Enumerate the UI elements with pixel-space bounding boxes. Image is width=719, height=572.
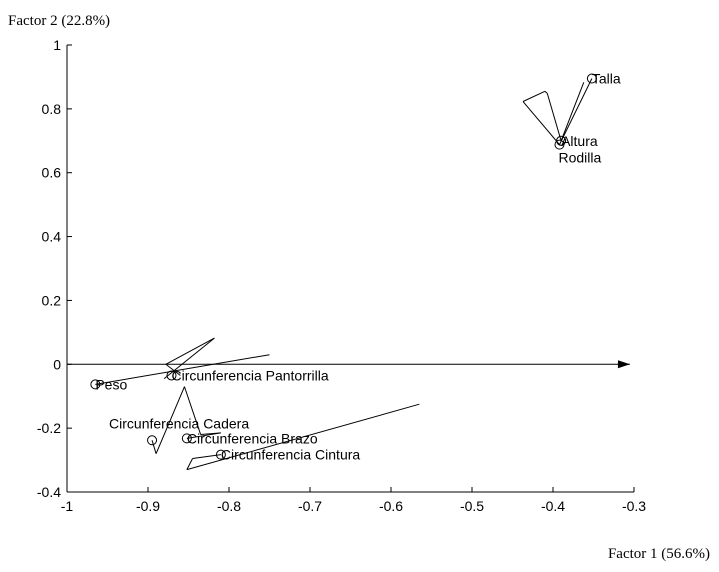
y-tick-label: -0.2	[37, 420, 61, 436]
x-tick-label: -0.8	[217, 498, 241, 514]
connector-segment	[522, 101, 560, 145]
y-tick-label: -0.4	[37, 484, 61, 500]
connector-segment	[544, 90, 548, 94]
data-point-label: Circunferencia Pantorrilla	[171, 367, 328, 383]
y-axis-ticks: -0.4 -0.2 0 0.2 0.4 0.6 0.8 1	[37, 37, 72, 500]
connector-segment	[163, 337, 215, 380]
connector-segment	[546, 93, 562, 141]
connector-segment	[155, 386, 185, 454]
data-point-marker	[554, 139, 565, 150]
y-axis-title: Factor 2 (22.8%)	[8, 13, 110, 29]
connector-segment	[95, 354, 270, 385]
connector-segment	[559, 78, 593, 145]
x-tick-label: -1	[61, 498, 74, 514]
connector-segment	[151, 440, 157, 454]
y-tick-label: 0.2	[42, 292, 62, 308]
data-point-label: Peso	[95, 376, 127, 392]
connector-segment	[183, 386, 202, 435]
data-point-label: Altura	[561, 133, 598, 149]
y-tick-label: 0.4	[42, 229, 62, 245]
data-point-marker	[215, 449, 226, 460]
data-point-label: Rodilla	[558, 150, 601, 166]
x-tick-label: -0.4	[541, 498, 565, 514]
data-point-marker	[90, 379, 101, 390]
x-tick-label: -0.6	[379, 498, 403, 514]
data-point-marker	[147, 435, 158, 446]
connector-segment	[522, 90, 546, 102]
connector-segment	[186, 403, 420, 471]
connector-segment	[186, 458, 193, 470]
connector-segment	[186, 432, 221, 439]
connector-segment	[560, 82, 585, 141]
x-tick-label: -0.5	[460, 498, 484, 514]
data-point-label: Talla	[592, 71, 621, 87]
x-tick-label: -0.7	[298, 498, 322, 514]
axes	[66, 45, 634, 493]
y-tick-label: 0.6	[42, 165, 62, 181]
connector-segment	[165, 337, 215, 365]
data-point-label: Circunferencia Cadera	[109, 415, 249, 431]
data-point-marker	[166, 370, 177, 381]
x-axis-ticks: -1 -0.9 -0.8 -0.7 -0.6 -0.5 -0.4 -0.3	[61, 487, 646, 514]
connector-segment	[165, 363, 181, 376]
x-axis-title: Factor 1 (56.6%)	[608, 546, 710, 562]
x-tick-label: -0.9	[136, 498, 160, 514]
y-tick-label: 1	[53, 37, 61, 53]
zero-line-arrowhead	[617, 360, 630, 369]
connector-lines	[67, 78, 630, 471]
y-tick-label: 0.8	[42, 101, 62, 117]
data-point-marker	[586, 73, 597, 84]
data-point-label: Circunferencia Cintura	[221, 447, 360, 463]
y-tick-label: 0	[53, 356, 61, 372]
data-point-marker	[181, 433, 192, 444]
x-tick-label: -0.3	[622, 498, 646, 514]
data-point-label: Circunferencia Brazo	[187, 430, 318, 446]
